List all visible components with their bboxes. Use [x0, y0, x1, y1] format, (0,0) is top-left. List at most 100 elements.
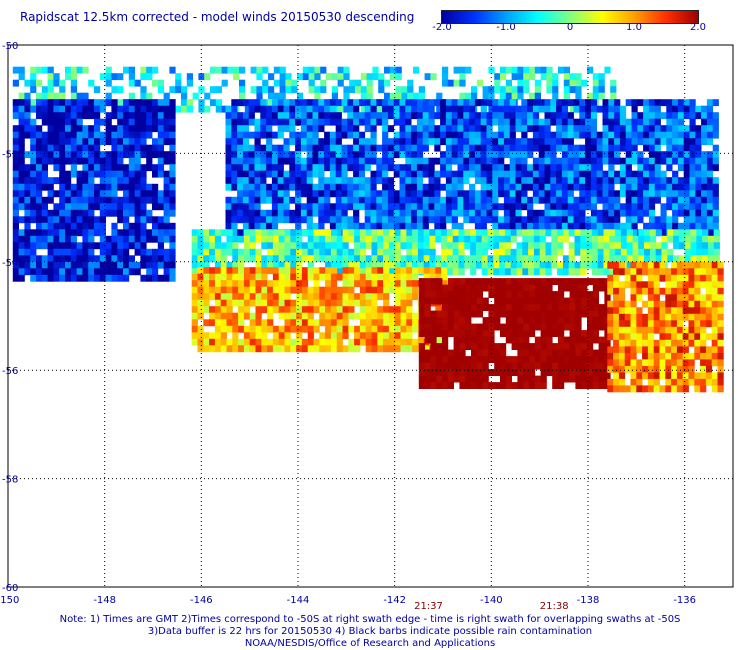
heatmap-cell [551, 261, 558, 269]
heatmap-cell [505, 304, 512, 311]
heatmap-cell [405, 112, 412, 120]
heatmap-cell [329, 144, 337, 152]
color-scale-tick: -2.0 [432, 22, 452, 33]
heatmap-cell [648, 170, 656, 178]
heatmap-cell [459, 330, 466, 337]
heatmap-cell [278, 267, 285, 275]
heatmap-cell [335, 196, 342, 204]
heatmap-cell [370, 190, 377, 198]
heatmap-cell [631, 222, 638, 230]
heatmap-cell [630, 307, 637, 315]
heatmap-cell [471, 92, 478, 100]
heatmap-cell [706, 151, 714, 159]
heatmap-cell [552, 317, 559, 324]
heatmap-cell [215, 105, 222, 113]
heatmap-cell [301, 325, 309, 333]
heatmap-cell [618, 378, 626, 386]
heatmap-cell [354, 312, 361, 320]
heatmap-cell [353, 112, 360, 120]
heatmap-cell [705, 313, 713, 321]
heatmap-cell [53, 151, 60, 159]
heatmap-cell [388, 312, 396, 320]
heatmap-cell [676, 326, 684, 334]
heatmap-cell [457, 203, 464, 211]
heatmap-cell [318, 216, 325, 224]
heatmap-cell [568, 242, 575, 250]
heatmap-cell [94, 157, 101, 165]
heatmap-cell [602, 125, 609, 133]
heatmap-cell [140, 66, 147, 74]
heatmap-cell [399, 131, 406, 139]
heatmap-cell [476, 362, 483, 370]
heatmap-cell [318, 112, 325, 120]
heatmap-cell [533, 235, 541, 243]
heatmap-cell [377, 319, 384, 327]
heatmap-cell [249, 267, 256, 275]
heatmap-cell [394, 229, 401, 237]
heatmap-cell [30, 261, 37, 269]
heatmap-cell [590, 222, 598, 230]
heatmap-cell [581, 349, 588, 357]
heatmap-cell [505, 284, 512, 292]
heatmap-cell [70, 274, 77, 282]
heatmap-cell [418, 343, 425, 350]
heatmap-cell [488, 343, 495, 350]
heatmap-cell [625, 177, 632, 185]
heatmap-cell [335, 216, 342, 224]
heatmap-cell [239, 79, 246, 87]
heatmap-cell [453, 343, 460, 350]
heatmap-cell [191, 325, 198, 333]
heatmap-cell [666, 196, 673, 204]
heatmap-cell [494, 278, 501, 285]
heatmap-cell [359, 306, 367, 314]
heatmap-cell [273, 92, 280, 100]
heatmap-cell [509, 151, 516, 159]
heatmap-cell [82, 235, 89, 243]
heatmap-cell [405, 177, 412, 185]
heatmap-cell [563, 92, 570, 100]
heatmap-cell [329, 177, 337, 185]
heatmap-cell [511, 330, 518, 337]
heatmap-cell [563, 369, 570, 376]
heatmap-cell [342, 229, 349, 237]
heatmap-cell [551, 248, 558, 256]
heatmap-cell [552, 323, 559, 331]
heatmap-cell [528, 255, 535, 263]
heatmap-cell [231, 196, 238, 204]
heatmap-cell [569, 336, 576, 344]
heatmap-cell [654, 144, 661, 152]
heatmap-cell [636, 333, 643, 341]
heatmap-cell [712, 125, 719, 133]
heatmap-cell [539, 229, 546, 237]
heatmap-cell [312, 105, 319, 113]
heatmap-cell [597, 255, 604, 263]
heatmap-cell [300, 99, 308, 107]
heatmap-cell [278, 299, 285, 307]
heatmap-cell [128, 66, 135, 74]
heatmap-cell [371, 345, 378, 353]
heatmap-cell [330, 229, 338, 237]
heatmap-cell [665, 307, 672, 315]
heatmap-cell [590, 118, 598, 126]
heatmap-cell [325, 319, 332, 327]
heatmap-cell [544, 209, 551, 217]
heatmap-cell [492, 222, 499, 230]
heatmap-cell [695, 222, 702, 230]
heatmap-cell [694, 313, 701, 321]
heatmap-cell [163, 99, 170, 107]
heatmap-cell [248, 203, 255, 211]
heatmap-cell [306, 157, 313, 165]
heatmap-cell [320, 66, 327, 74]
heatmap-cell [134, 170, 141, 178]
heatmap-cell [76, 248, 83, 256]
heatmap-cell [659, 326, 666, 334]
heatmap-cell [488, 356, 495, 363]
heatmap-cell [358, 170, 366, 178]
heatmap-cell [626, 248, 633, 256]
heatmap-cell [453, 323, 460, 331]
heatmap-cell [336, 255, 343, 263]
heatmap-cell [598, 362, 605, 370]
heatmap-cell [551, 255, 558, 263]
heatmap-cell [30, 248, 37, 256]
heatmap-cell [688, 274, 695, 282]
